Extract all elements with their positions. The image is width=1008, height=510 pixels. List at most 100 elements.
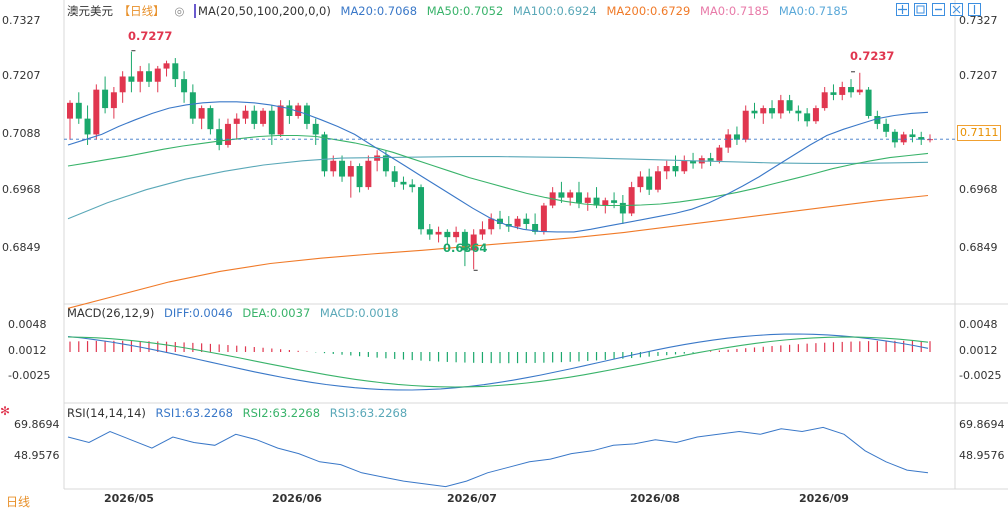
high-annotation: 0.7237 [850,49,895,63]
candle-body [812,108,819,122]
last-price-badge: 0.7111 [957,125,1001,141]
ma20-value: MA20:0.7068 [340,4,418,18]
candle-body [532,223,539,232]
ma0-value-b: MA0:0.7185 [778,4,849,18]
diff-line [67,333,929,391]
candle-body [110,92,117,109]
ma0-value-a: MA0:0.7185 [699,4,770,18]
candle-body [865,89,872,116]
expand-icon[interactable] [950,3,963,16]
ma100-line [67,156,929,220]
x-axis-label: 2026/06 [272,492,322,505]
fit-icon[interactable] [914,3,927,16]
left-price-tick: 0.6849 [2,241,41,254]
ma-param-label[interactable]: MA(20,50,100,200,0,0) [194,4,331,18]
candle-body [856,89,863,93]
candle-body [584,197,591,203]
candle-body [400,181,407,185]
high-annotation: 0.7277 [128,29,173,43]
left-price-tick: 0.7207 [2,69,41,82]
candle-body [233,118,240,124]
macd-tick: 0.0048 [959,318,998,331]
crosshair-icon[interactable] [896,3,909,16]
candle-body [663,166,670,172]
right-price-tick: 0.6968 [959,183,998,196]
split-icon[interactable] [968,3,981,16]
candle-body [497,218,503,224]
candle-body [848,87,855,93]
candle-body [119,76,126,93]
candle-body [619,202,626,214]
candle-body [418,187,425,230]
macd-tick: 0.0012 [8,344,47,357]
candle-body [646,176,653,190]
diff-value: DIFF:0.0046 [164,306,233,320]
candle-body [435,231,442,235]
x-axis-label: 2026/05 [104,492,154,505]
candle-body [900,134,907,143]
period-tag[interactable]: 【日线】 [118,4,165,18]
candle-body [821,92,828,109]
candle-body [93,89,100,135]
candle-body [891,131,898,143]
candle-body [654,171,661,190]
candle-body [461,231,468,251]
settings-gear-icon[interactable]: ✻ [0,404,11,418]
ma50-value: MA50:0.7052 [426,4,504,18]
ma100-value: MA100:0.6924 [512,4,597,18]
right-price-tick: 0.7327 [959,14,998,27]
right-price-tick: 0.6849 [959,241,998,254]
rsi2-value: RSI2:63.2268 [242,406,321,420]
macd-value: MACD:0.0018 [319,306,399,320]
candle-body [181,79,188,93]
rsi-tick: 48.9576 [14,449,60,462]
candle-body [198,108,205,119]
candle-body [909,134,916,138]
macd-tick: 0.0012 [959,344,998,357]
candle-body [611,200,618,203]
candle-body [470,234,477,251]
candle-body [356,166,363,188]
candle-body [189,92,196,119]
eye-icon[interactable]: ◎ [174,4,185,18]
candle-body [733,134,740,140]
zoom-out-icon[interactable] [932,3,945,16]
candle-body [927,139,933,141]
rsi1-value: RSI1:63.2268 [155,406,233,420]
candle-body [216,129,223,145]
x-axis-label: 2026/09 [799,492,849,505]
dea-value: DEA:0.0037 [242,306,311,320]
candle-body [426,229,433,235]
macd-tick: 0.0048 [8,318,47,331]
candle-body [839,87,846,95]
rsi-tick: 69.8694 [14,418,60,431]
x-axis-label: 2026/07 [447,492,497,505]
candle-body [830,92,837,95]
candle-body [883,123,890,132]
candle-body [804,113,811,122]
left-price-tick: 0.7088 [2,127,41,140]
candle-body [137,71,144,82]
ma50-line [67,134,929,207]
candle-body [795,110,802,114]
candle-body [128,76,135,82]
candle-body [84,118,91,135]
candle-body [690,160,697,164]
candle-body [523,218,530,224]
macd-tick: -0.0025 [8,369,51,382]
candle-body [312,123,319,135]
candle-body [365,160,372,188]
candle-body [874,115,881,124]
candle-body [391,171,398,182]
ma200-line [67,194,929,309]
candle-body [681,160,688,172]
candle-body [777,100,784,114]
rsi-param-label[interactable]: RSI(14,14,14) [67,406,146,420]
rsi-tick: 69.8694 [959,418,1005,431]
period-button[interactable]: 日线 [6,495,31,509]
candle-body [707,158,714,161]
macd-param-label[interactable]: MACD(26,12,9) [67,306,155,320]
macd-tick: -0.0025 [959,369,1002,382]
candle-body [602,200,609,206]
